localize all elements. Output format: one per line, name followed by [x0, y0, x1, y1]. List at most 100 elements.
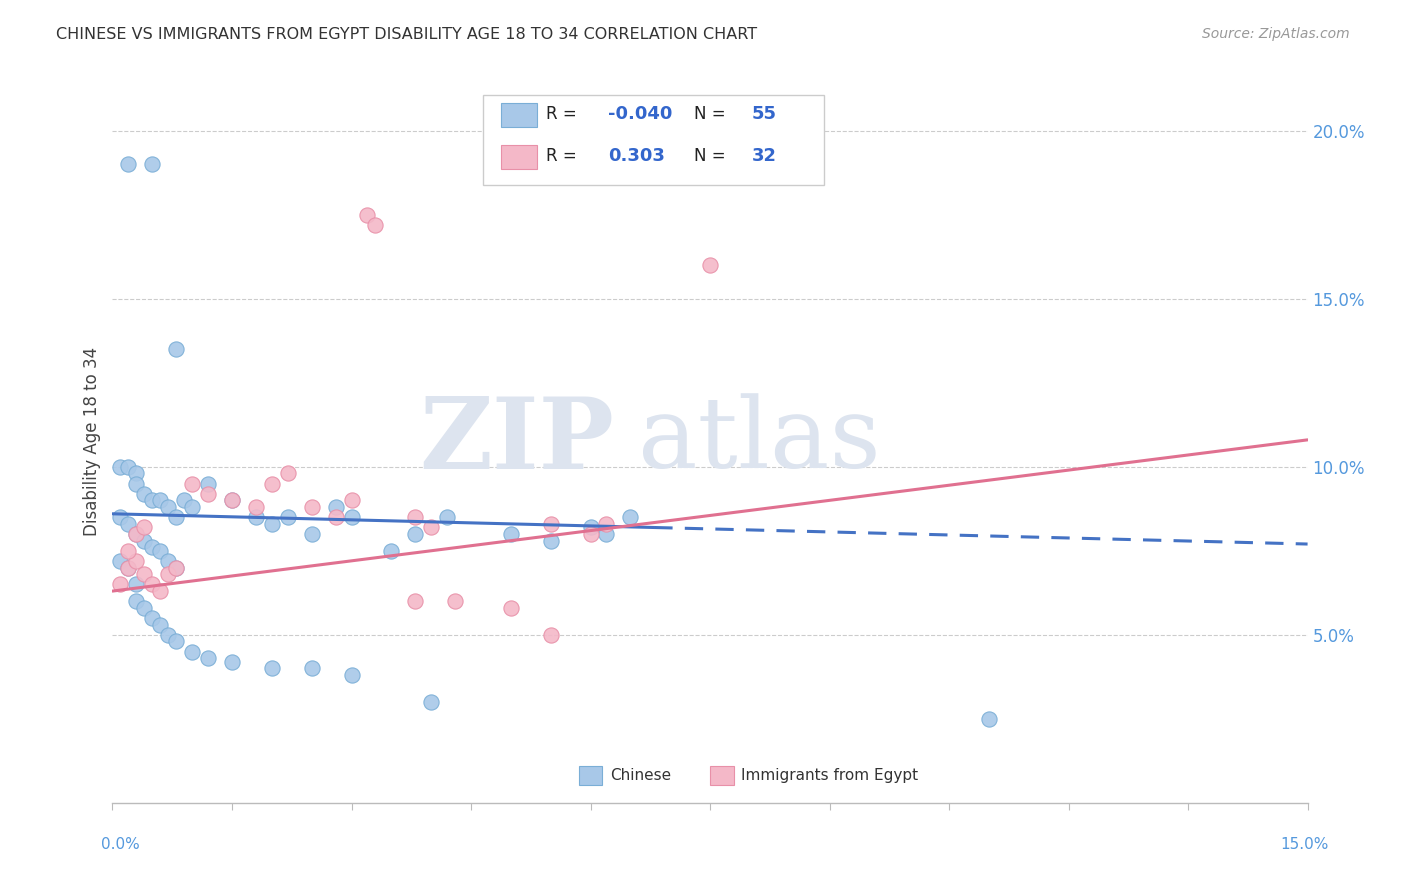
Point	[301, 527, 323, 541]
Point	[260, 661, 283, 675]
Point	[125, 527, 148, 541]
Point	[134, 520, 156, 534]
Point	[165, 510, 187, 524]
Point	[499, 527, 522, 541]
Point	[277, 467, 299, 481]
Point	[356, 208, 378, 222]
Text: 32: 32	[752, 147, 778, 165]
Point	[197, 486, 219, 500]
Point	[157, 567, 180, 582]
Point	[301, 500, 323, 514]
Point	[134, 533, 156, 548]
Point	[197, 476, 219, 491]
FancyBboxPatch shape	[501, 145, 537, 169]
Point	[149, 584, 172, 599]
Point	[117, 157, 139, 171]
Point	[420, 520, 443, 534]
Point	[197, 651, 219, 665]
Text: Source: ZipAtlas.com: Source: ZipAtlas.com	[1202, 27, 1350, 41]
Point	[173, 493, 195, 508]
Point	[444, 594, 467, 608]
Point	[134, 567, 156, 582]
Point	[141, 493, 163, 508]
Point	[340, 668, 363, 682]
Point	[117, 516, 139, 531]
Point	[221, 493, 243, 508]
Point	[165, 342, 187, 356]
Point	[125, 467, 148, 481]
Point	[579, 527, 602, 541]
Point	[699, 258, 721, 272]
Point	[149, 493, 172, 508]
Point	[499, 600, 522, 615]
Text: N =: N =	[695, 105, 731, 123]
Point	[165, 560, 187, 574]
Point	[125, 577, 148, 591]
Text: Chinese: Chinese	[610, 768, 671, 783]
Text: 55: 55	[752, 105, 778, 123]
Point	[134, 486, 156, 500]
Point	[125, 527, 148, 541]
Point	[540, 628, 562, 642]
Point	[245, 510, 267, 524]
Point	[340, 510, 363, 524]
FancyBboxPatch shape	[710, 766, 734, 785]
Text: R =: R =	[547, 147, 582, 165]
Point	[221, 655, 243, 669]
Point	[619, 510, 641, 524]
Point	[364, 218, 387, 232]
Point	[245, 500, 267, 514]
Point	[110, 459, 132, 474]
Y-axis label: Disability Age 18 to 34: Disability Age 18 to 34	[83, 347, 101, 536]
Point	[110, 577, 132, 591]
Point	[110, 510, 132, 524]
Point	[540, 516, 562, 531]
Point	[404, 510, 426, 524]
Point	[134, 600, 156, 615]
Point	[221, 493, 243, 508]
Point	[260, 476, 283, 491]
Point	[157, 500, 180, 514]
Point	[977, 712, 1000, 726]
Point	[141, 577, 163, 591]
Point	[404, 594, 426, 608]
Point	[165, 560, 187, 574]
Point	[141, 611, 163, 625]
Text: Immigrants from Egypt: Immigrants from Egypt	[741, 768, 918, 783]
Point	[181, 476, 204, 491]
Text: CHINESE VS IMMIGRANTS FROM EGYPT DISABILITY AGE 18 TO 34 CORRELATION CHART: CHINESE VS IMMIGRANTS FROM EGYPT DISABIL…	[56, 27, 758, 42]
Point	[165, 634, 187, 648]
Point	[404, 527, 426, 541]
Point	[149, 617, 172, 632]
Point	[181, 644, 204, 658]
Point	[595, 516, 617, 531]
Point	[125, 594, 148, 608]
Point	[301, 661, 323, 675]
Point	[117, 560, 139, 574]
FancyBboxPatch shape	[579, 766, 603, 785]
Text: 0.0%: 0.0%	[101, 837, 141, 852]
Text: 0.303: 0.303	[609, 147, 665, 165]
Text: 15.0%: 15.0%	[1281, 837, 1329, 852]
Point	[141, 157, 163, 171]
Point	[125, 476, 148, 491]
Point	[340, 493, 363, 508]
Text: R =: R =	[547, 105, 582, 123]
Point	[157, 628, 180, 642]
Text: ZIP: ZIP	[419, 393, 614, 490]
Point	[157, 554, 180, 568]
Text: N =: N =	[695, 147, 731, 165]
Point	[277, 510, 299, 524]
Point	[117, 543, 139, 558]
Text: atlas: atlas	[638, 393, 882, 490]
Point	[141, 541, 163, 555]
Point	[325, 500, 347, 514]
Point	[325, 510, 347, 524]
Point	[436, 510, 458, 524]
Point	[110, 554, 132, 568]
FancyBboxPatch shape	[484, 95, 824, 185]
Point	[579, 520, 602, 534]
Point	[117, 560, 139, 574]
Point	[420, 695, 443, 709]
Point	[380, 543, 402, 558]
